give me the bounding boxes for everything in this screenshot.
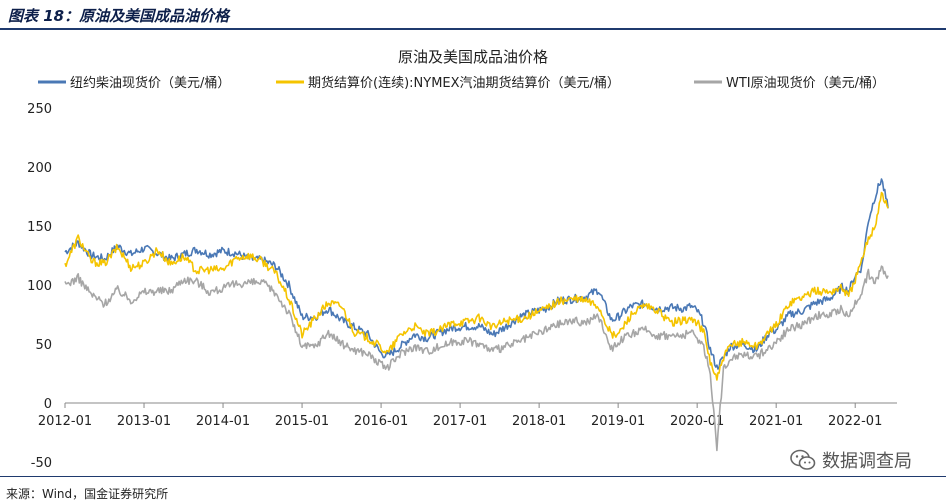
watermark-text: 数据调查局 [822,451,912,472]
x-tick-label: 2019-01 [591,414,645,429]
y-tick-label: 0 [44,397,52,412]
x-tick-label: 2013-01 [117,414,171,429]
x-axis: 2012-01 2013-01 2014-01 2015-01 2016-01 2017-… [38,402,897,429]
y-tick-label: 150 [27,220,52,235]
figure-footer: 来源：Wind，国金证券研究所 [0,476,946,504]
y-tick-label: 200 [27,161,52,176]
legend-label-gasoline: 期货结算价(连续):NYMEX汽油期货结算价（美元/桶） [308,75,620,91]
series-line-gasoline [64,191,889,381]
x-tick-label: 2021-01 [749,414,803,429]
x-tick-label: 2022-01 [828,414,882,429]
legend-label-diesel: 纽约柴油现货价（美元/桶） [70,75,230,91]
x-tick-label: 2017-01 [433,414,487,429]
y-tick-label: -50 [31,456,52,471]
figure-header: 图表 18：原油及美国成品油价格 [0,0,946,30]
y-tick-label: 250 [27,102,52,117]
x-tick-label: 2020-01 [670,414,724,429]
x-tick-label: 2016-01 [354,414,408,429]
y-axis: -50 0 50 100 150 200 250 [27,102,52,471]
source-note: 来源：Wind，国金证券研究所 [6,487,169,501]
x-tick-label: 2012-01 [38,414,92,429]
chart: 原油及美国成品油价格 纽约柴油现货价（美元/桶） 期货结算价(连续):NYMEX汽… [27,48,897,471]
wechat-icon [790,449,816,470]
x-tick-label: 2018-01 [512,414,566,429]
chart-title: 原油及美国成品油价格 [398,48,548,66]
x-tick-label: 2015-01 [275,414,329,429]
x-tick-label: 2014-01 [196,414,250,429]
series-line-diesel [64,178,889,370]
series-layer [64,178,889,452]
chart-legend: 纽约柴油现货价（美元/桶） 期货结算价(连续):NYMEX汽油期货结算价（美元/桶… [38,75,885,91]
y-tick-label: 100 [27,279,52,294]
series-line-wti [64,265,889,452]
figure-caption: 图表 18：原油及美国成品油价格 [8,7,230,25]
watermark: 数据调查局 [790,446,940,474]
legend-label-wti: WTI原油现货价（美元/桶） [726,75,885,91]
y-tick-label: 50 [35,338,52,353]
